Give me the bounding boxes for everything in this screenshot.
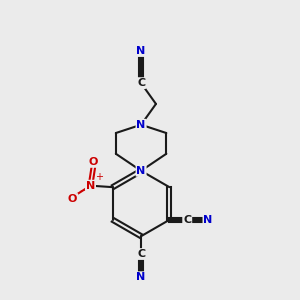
Text: N: N: [136, 120, 146, 130]
Text: C: C: [183, 215, 191, 225]
Text: O: O: [89, 157, 98, 167]
Text: C: C: [137, 78, 145, 88]
Text: N: N: [86, 181, 95, 191]
Text: C: C: [137, 249, 145, 259]
Text: O: O: [68, 194, 77, 204]
Text: N: N: [136, 272, 146, 282]
Text: N: N: [136, 46, 146, 56]
Text: N: N: [136, 166, 146, 176]
Text: ⁻: ⁻: [80, 188, 85, 198]
Text: +: +: [95, 172, 104, 182]
Text: N: N: [203, 215, 213, 225]
